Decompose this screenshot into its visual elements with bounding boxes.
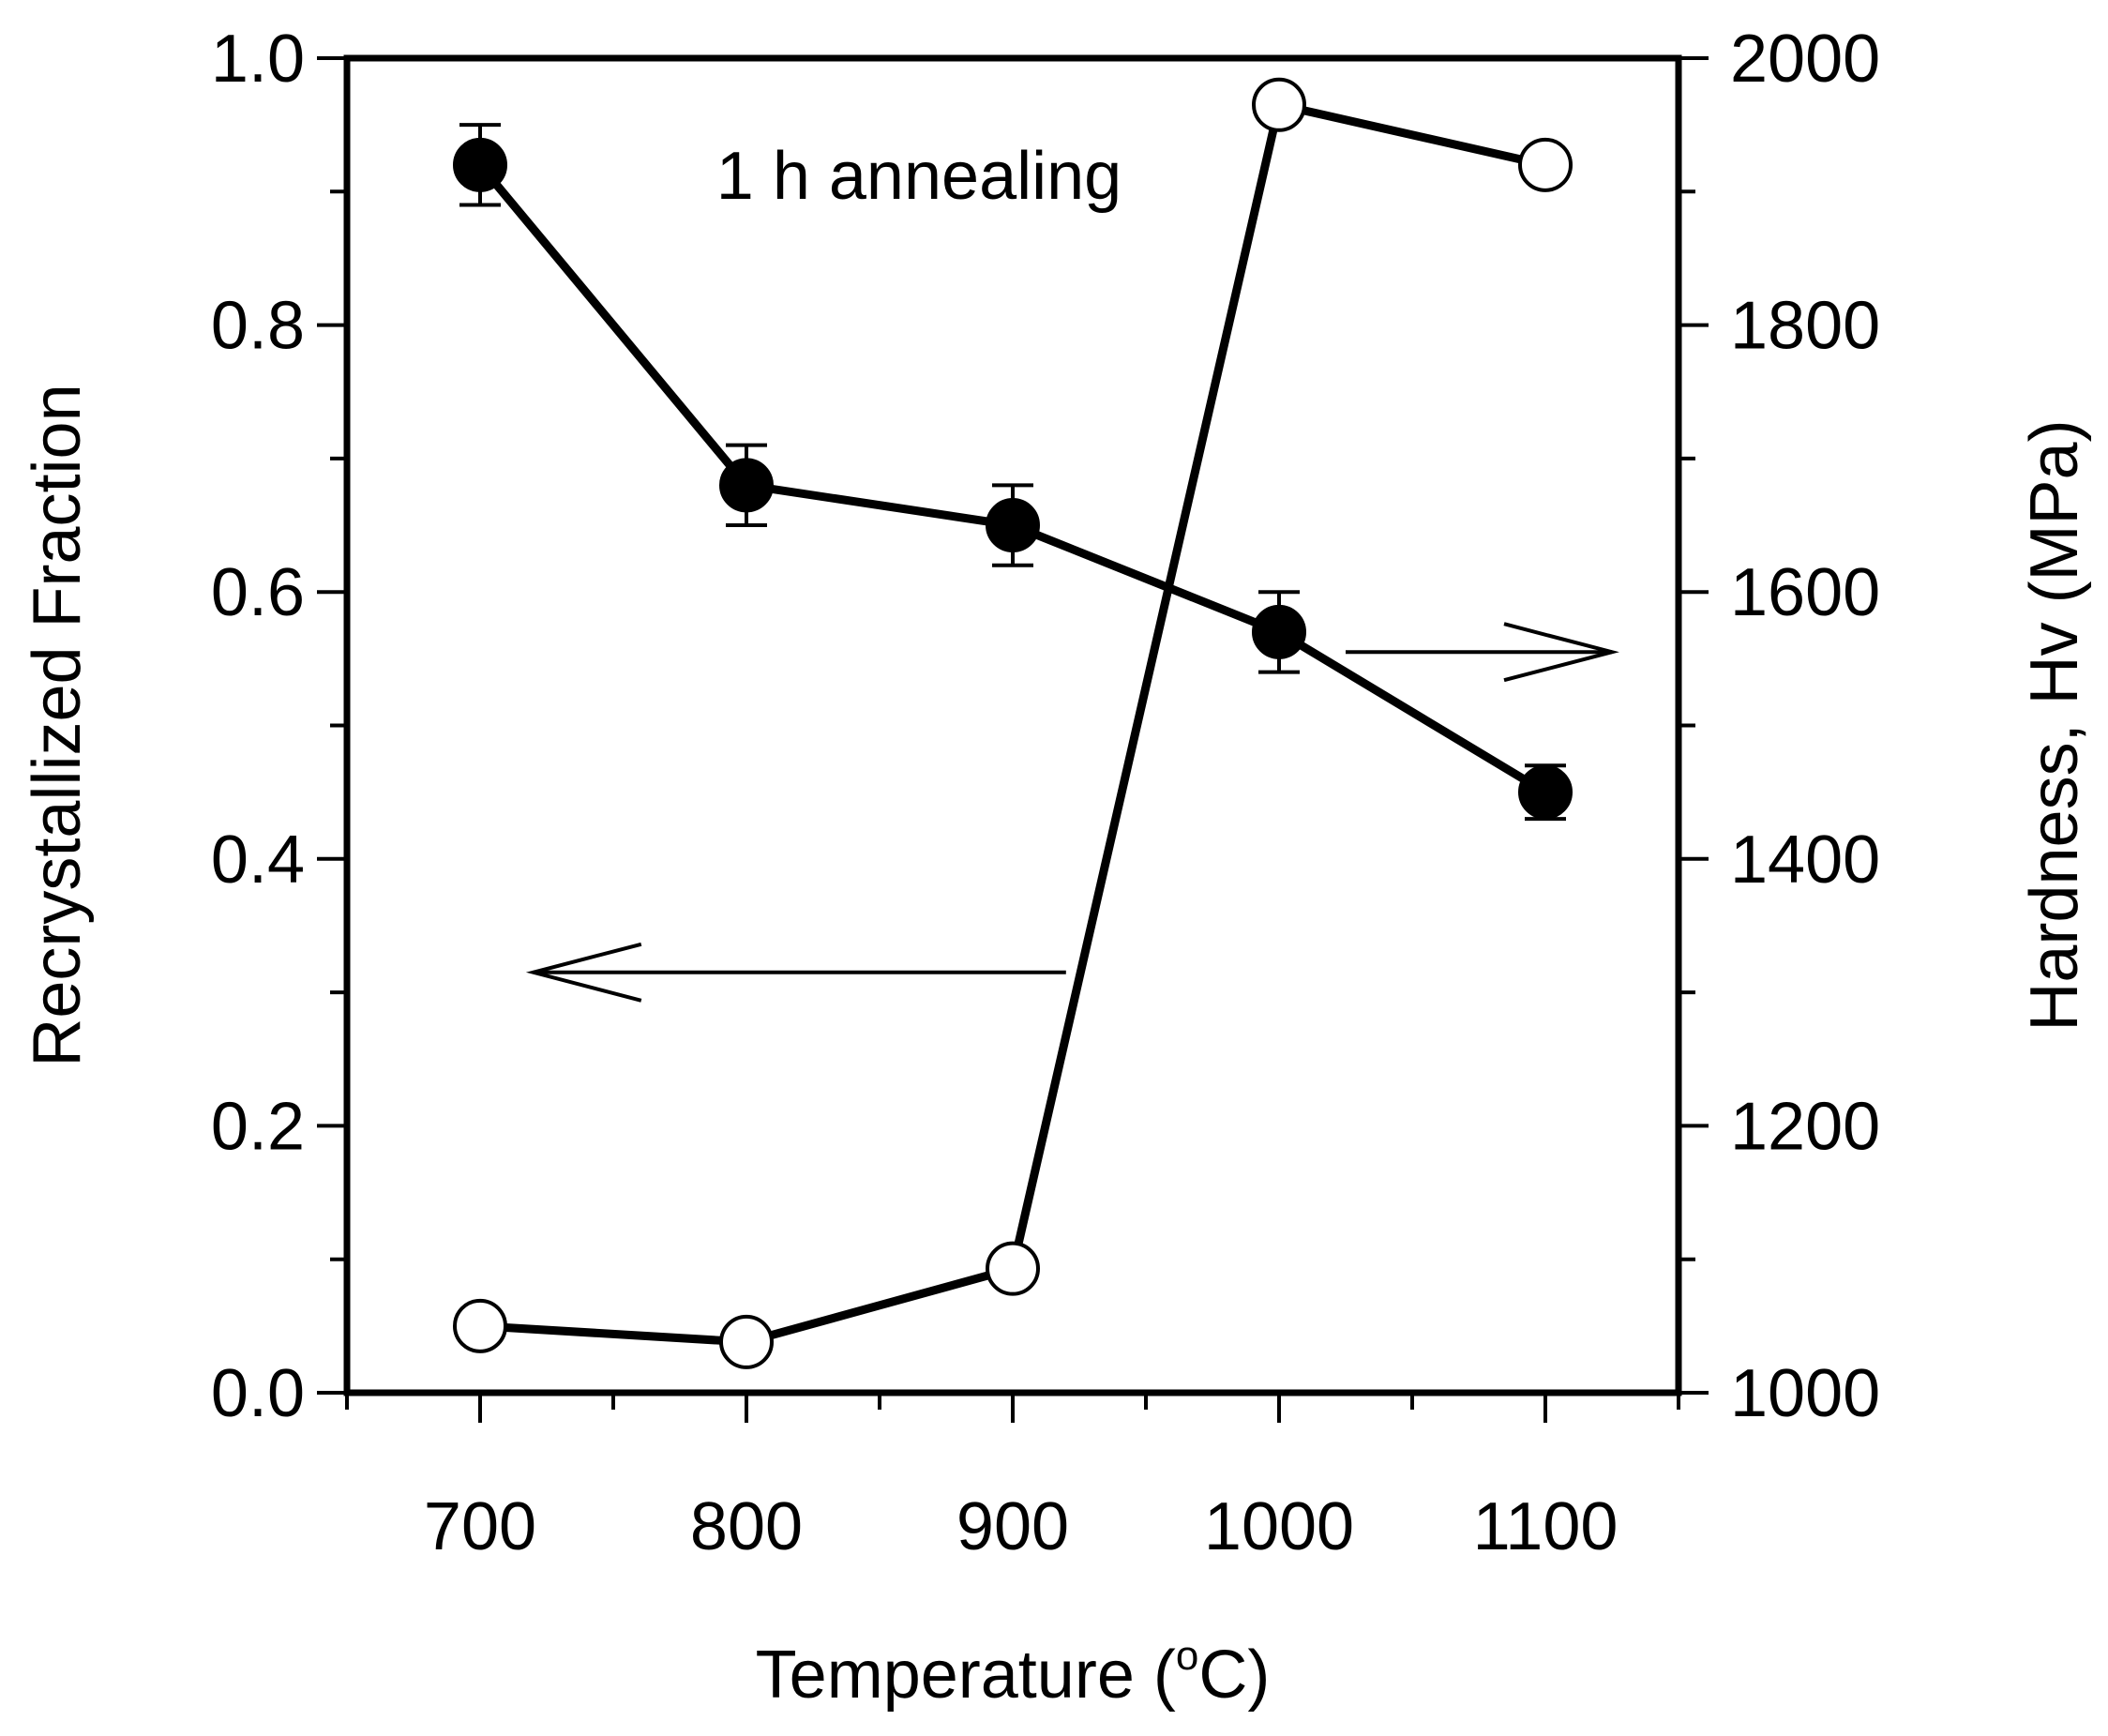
- hardness-point: [1518, 764, 1573, 820]
- x-axis-title-prefix: Temperature (: [756, 1638, 1176, 1713]
- annotation-text: 1 h annealing: [716, 139, 1122, 214]
- y-right-tick-label: 1600: [1730, 555, 1880, 630]
- y-left-tick-label: 0.0: [211, 1356, 305, 1431]
- tick-labels: 0.0 0.2 0.4 0.6 0.8 1.0 1000 1200 1400 1600 1800 20…: [211, 22, 1880, 1564]
- x-tick-label: 900: [956, 1489, 1069, 1564]
- hardness-point: [986, 498, 1040, 553]
- fraction-point: [453, 1298, 507, 1353]
- y-left-tick-label: 0.6: [211, 555, 305, 630]
- y-right-tick-label: 1200: [1730, 1089, 1880, 1164]
- axis-arrows: [525, 622, 1619, 1003]
- y-right-tick-label: 1400: [1730, 823, 1880, 898]
- axis-ticks: [317, 56, 1709, 1423]
- y-right-tick-label: 1800: [1730, 289, 1880, 364]
- series-line-left: [479, 100, 1546, 1347]
- fraction-point: [1252, 77, 1306, 132]
- series-markers: [453, 77, 1573, 1369]
- y-left-tick-label: 1.0: [211, 22, 305, 97]
- y-left-tick-label: 0.4: [211, 823, 305, 898]
- x-tick-label: 800: [690, 1489, 803, 1564]
- y-left-tick-label: 0.8: [211, 289, 305, 364]
- x-tick-label: 1100: [1473, 1489, 1619, 1564]
- fraction-point: [986, 1241, 1040, 1296]
- x-tick-label: 700: [424, 1489, 536, 1564]
- x-axis-title: Temperature (oC): [756, 1633, 1271, 1713]
- y-left-tick-label: 0.2: [211, 1089, 305, 1164]
- fraction-point: [1518, 137, 1573, 192]
- hardness-point: [719, 458, 774, 513]
- series-line-right: [476, 161, 1548, 796]
- hardness-point: [1252, 604, 1306, 659]
- x-tick-label: 1000: [1204, 1489, 1354, 1564]
- y-axis-right-title: Hardness, Hv (MPa): [2017, 419, 2092, 1031]
- hardness-point: [453, 137, 507, 192]
- y-right-tick-label: 1000: [1730, 1356, 1880, 1431]
- fraction-point: [719, 1314, 774, 1369]
- series-lines: [476, 100, 1548, 1347]
- x-axis-title-suffix: C): [1198, 1638, 1270, 1713]
- y-right-tick-label: 2000: [1730, 22, 1880, 97]
- x-axis-title-degree: o: [1176, 1633, 1198, 1679]
- error-bars: [459, 123, 1566, 822]
- minor-ticks: [330, 189, 1695, 1410]
- plot-frame: [343, 54, 1682, 1396]
- y-axis-left-title: Recrystallized Fraction: [20, 384, 95, 1066]
- arrow-head: [1503, 622, 1619, 683]
- arrow-head: [525, 942, 642, 1003]
